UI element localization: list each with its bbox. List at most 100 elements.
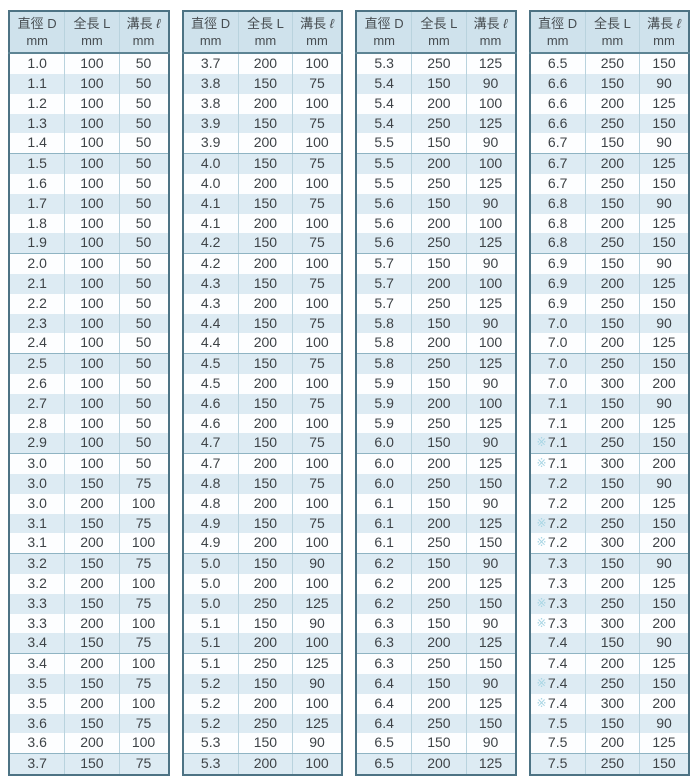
- reference-mark-icon: ※: [536, 435, 547, 450]
- cell-diameter: 5.9: [356, 393, 412, 414]
- column-label: 全長 L: [420, 16, 458, 31]
- table-row: 6.4 200 125: [356, 693, 516, 714]
- cell-diameter: 4.1: [200, 214, 221, 231]
- table-row: 5.8 200 100: [356, 333, 516, 355]
- cell-flute-length: 90: [465, 493, 516, 514]
- cell-diameter: 6.2: [356, 593, 412, 614]
- cell-diameter: 4.9: [182, 513, 239, 534]
- cell-diameter: 7.1: [547, 414, 568, 431]
- column-unit: mm: [479, 32, 502, 48]
- table-row: 3.4 150 75: [9, 633, 169, 655]
- cell-flute-length: 150: [465, 473, 516, 494]
- table-row: ※ 7.3 300 200: [530, 613, 689, 634]
- cell-overall-length: 200: [411, 153, 467, 175]
- cell-diameter: 3.6: [9, 733, 65, 755]
- cell-diameter: 2.8: [27, 414, 47, 431]
- cell-overall-length: 100: [64, 133, 120, 155]
- table-row: 3.7 200 100: [183, 53, 342, 75]
- cell-flute-length: 125: [465, 353, 516, 374]
- cell-overall-length: 250: [584, 433, 640, 455]
- cell-overall-length: 200: [64, 493, 120, 514]
- table-row: 6.3 150 90: [356, 613, 516, 634]
- cell-overall-length: 150: [411, 133, 467, 155]
- table-row: 7.2 150 90: [529, 473, 689, 494]
- cell-diameter: 7.5: [529, 713, 586, 734]
- table-row: 4.0 200 100: [183, 174, 342, 194]
- cell-overall-length: 200: [64, 573, 120, 594]
- cell-flute-length: 100: [292, 453, 342, 474]
- table-row: 5.7 200 100: [356, 274, 516, 294]
- cell-overall-length: 250: [584, 593, 640, 614]
- cell-diameter: 3.8: [200, 94, 221, 111]
- cell-diameter: 5.6: [356, 233, 412, 255]
- table-row: 4.6 150 75: [182, 393, 342, 414]
- cell-flute-length: 100: [292, 93, 342, 114]
- table-row: 6.2 200 125: [356, 573, 516, 594]
- cell-diameter: 6.3: [374, 655, 394, 672]
- cell-diameter: 7.0: [529, 353, 586, 374]
- cell-flute-length: 50: [118, 453, 169, 474]
- cell-overall-length: 200: [411, 93, 467, 114]
- table-row: 6.3 200 125: [356, 633, 516, 655]
- cell-overall-length: 150: [237, 113, 293, 134]
- table-row: 5.0 200 100: [183, 573, 342, 594]
- column-unit: mm: [26, 32, 48, 48]
- cell-diameter: 6.4: [374, 694, 394, 711]
- cell-overall-length: 250: [237, 653, 293, 674]
- cell-overall-length: 150: [237, 353, 293, 374]
- cell-overall-length: 200: [237, 213, 293, 234]
- table-row: 6.5 250 150: [530, 53, 689, 75]
- table-row: 2.9 100 50: [9, 433, 169, 455]
- cell-diameter: 5.3: [374, 55, 394, 72]
- table-row: 5.0 150 90: [182, 553, 342, 574]
- cell-flute-length: 90: [465, 553, 516, 574]
- cell-flute-length: 75: [292, 193, 342, 214]
- cell-flute-length: 75: [118, 513, 169, 534]
- table-row: 4.7 200 100: [183, 453, 342, 474]
- table-row: 6.0 150 90: [356, 433, 516, 455]
- cell-overall-length: 250: [411, 593, 467, 614]
- cell-diameter: 5.5: [356, 133, 412, 155]
- table-row: 3.4 200 100: [9, 653, 169, 674]
- cell-overall-length: 200: [237, 533, 293, 555]
- cell-diameter: 2.3: [9, 313, 65, 334]
- cell-diameter: 5.5: [356, 153, 412, 175]
- cell-flute-length: 150: [639, 53, 689, 75]
- cell-diameter: 5.0: [182, 593, 239, 614]
- cell-diameter: 5.7: [374, 294, 394, 311]
- cell-overall-length: 250: [411, 174, 467, 194]
- cell-diameter: 4.7: [200, 455, 221, 472]
- cell-overall-length: 200: [411, 274, 467, 294]
- ell-symbol: ℓ: [676, 16, 681, 31]
- cell-diameter: 4.7: [182, 433, 239, 455]
- column-unit: mm: [132, 32, 155, 48]
- cell-diameter: 5.0: [200, 574, 221, 591]
- table-row: 3.0 100 50: [9, 453, 169, 474]
- cell-diameter: 6.5: [547, 55, 568, 72]
- cell-diameter: 4.6: [200, 414, 221, 431]
- cell-overall-length: 150: [411, 553, 467, 574]
- cell-flute-length: 100: [292, 493, 342, 514]
- cell-overall-length: 150: [237, 673, 293, 694]
- cell-flute-length: 75: [292, 513, 342, 534]
- cell-overall-length: 100: [64, 213, 120, 234]
- cell-overall-length: 200: [584, 213, 640, 234]
- cell-flute-length: 125: [639, 573, 689, 594]
- cell-diameter: 2.7: [9, 393, 65, 414]
- cell-diameter: 5.1: [200, 655, 221, 672]
- cell-overall-length: 200: [411, 753, 467, 775]
- cell-diameter: 3.1: [9, 533, 65, 555]
- cell-flute-length: 100: [465, 153, 516, 175]
- cell-overall-length: 250: [237, 713, 293, 734]
- cell-overall-length: 150: [411, 313, 467, 334]
- cell-overall-length: 200: [411, 393, 467, 414]
- cell-diameter: 7.4: [529, 633, 586, 655]
- cell-flute-length: 200: [639, 533, 689, 555]
- table-row: 4.1 200 100: [183, 213, 342, 234]
- cell-flute-length: 75: [118, 753, 169, 775]
